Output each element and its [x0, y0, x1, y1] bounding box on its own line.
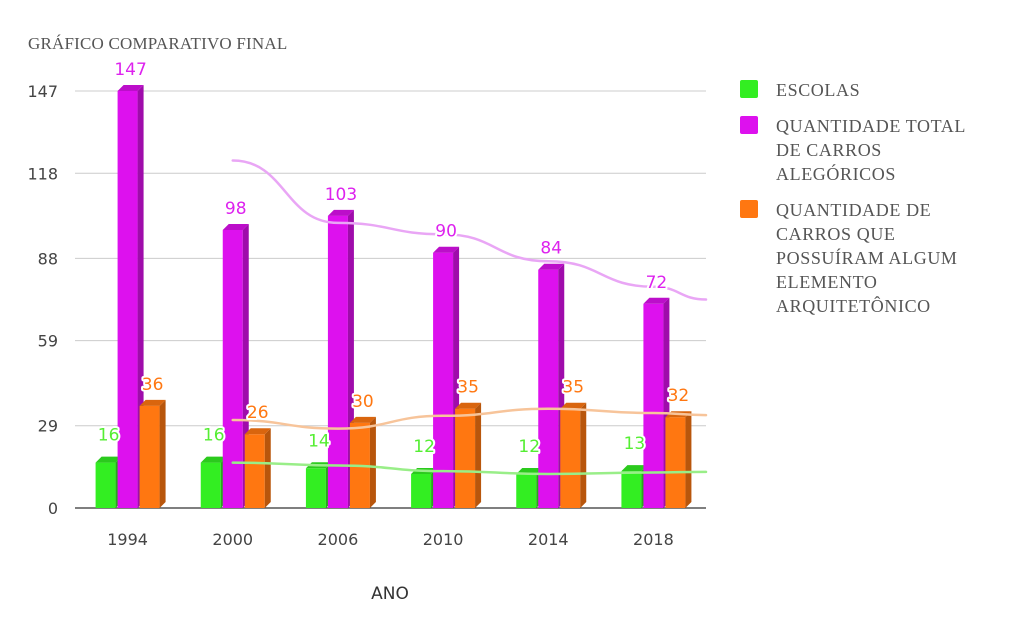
data-label: 14: [308, 431, 330, 451]
legend-swatch-total-carros: [740, 116, 758, 134]
legend-label-escolas: ESCOLAS: [776, 80, 861, 100]
data-label: 16: [203, 426, 225, 446]
data-label: 90: [435, 222, 457, 242]
bar-top: [643, 297, 670, 304]
bar-side: [580, 402, 587, 508]
bar: [665, 417, 686, 508]
bar-top: [455, 402, 482, 409]
y-tick-label: 59: [38, 332, 58, 351]
data-label: 36: [142, 375, 164, 395]
chart-title: GRÁFICO COMPARATIVO FINAL: [28, 34, 288, 53]
bar: [560, 408, 581, 508]
bar: [327, 215, 348, 508]
bar: [222, 230, 243, 508]
y-tick-label: 29: [38, 417, 58, 436]
bar-top: [139, 399, 166, 406]
bar-top: [95, 456, 122, 463]
bar: [411, 473, 432, 508]
x-tick-label: 2018: [633, 530, 674, 549]
bar: [244, 434, 265, 508]
legend-label-total-carros: QUANTIDADE TOTAL DE CARROS ALEGÓRICOS: [776, 116, 966, 184]
data-label: 32: [668, 386, 690, 406]
data-label: 35: [457, 378, 479, 398]
data-label: 13: [624, 434, 646, 454]
legend-swatch-escolas: [740, 80, 758, 98]
bar: [643, 303, 664, 508]
data-label: 16: [98, 426, 120, 446]
y-tick-label: 147: [27, 82, 58, 101]
bar: [538, 269, 559, 508]
bar: [516, 473, 537, 508]
bar-top: [349, 416, 376, 423]
bar-top: [327, 209, 354, 216]
trendline: [231, 159, 708, 301]
x-axis-title: ANO: [371, 584, 409, 604]
data-label: 35: [562, 378, 584, 398]
bar-top: [244, 428, 271, 435]
bar: [139, 405, 160, 508]
bar-top: [433, 246, 460, 253]
bar-top: [560, 402, 587, 409]
bar-side: [685, 411, 692, 508]
data-label: 98: [225, 199, 247, 219]
bar: [433, 252, 454, 508]
y-tick-label: 88: [38, 249, 58, 268]
bar-side: [159, 399, 166, 508]
x-tick-label: 1994: [107, 530, 148, 549]
bar-side: [264, 428, 271, 508]
legend-item-total-carros: QUANTIDADE TOTAL DE CARROS ALEGÓRICOS: [740, 114, 1010, 186]
bar-side: [137, 85, 144, 508]
data-label: 26: [247, 403, 269, 423]
bar-top: [200, 456, 227, 463]
x-tick-label: 2000: [212, 530, 253, 549]
legend-item-escolas: ESCOLAS: [740, 78, 1010, 102]
legend: ESCOLAS QUANTIDADE TOTAL DE CARROS ALEGÓ…: [740, 78, 1010, 330]
data-label: 103: [325, 185, 357, 205]
x-tick-label: 2006: [318, 530, 359, 549]
x-tick-label: 2014: [528, 530, 569, 549]
data-label: 72: [646, 273, 668, 293]
data-label: 12: [413, 437, 435, 457]
bar: [455, 408, 476, 508]
bar: [305, 468, 326, 508]
data-label: 30: [352, 392, 374, 412]
y-tick-label: 118: [27, 164, 58, 183]
trendline: [231, 461, 708, 476]
y-tick-label: 0: [48, 499, 58, 518]
bar: [117, 91, 138, 508]
bar-side: [369, 416, 376, 508]
bar-top: [222, 224, 249, 230]
data-label: 147: [114, 60, 146, 80]
legend-label-carros-arquitetonico: QUANTIDADE DE CARROS QUE POSSUÍRAM ALGUM…: [776, 200, 958, 316]
bar-top: [621, 465, 648, 472]
x-tick-label: 2010: [423, 530, 464, 549]
bar: [95, 462, 116, 508]
legend-swatch-carros-arquitetonico: [740, 200, 758, 218]
bar: [200, 462, 221, 508]
legend-item-carros-arquitetonico: QUANTIDADE DE CARROS QUE POSSUÍRAM ALGUM…: [740, 198, 1010, 318]
bar-side: [475, 402, 482, 508]
bar: [621, 471, 642, 508]
data-label: 84: [540, 239, 562, 259]
bar-top: [538, 263, 565, 270]
trendline: [231, 407, 708, 430]
bar-top: [117, 85, 144, 91]
data-label: 12: [518, 437, 540, 457]
